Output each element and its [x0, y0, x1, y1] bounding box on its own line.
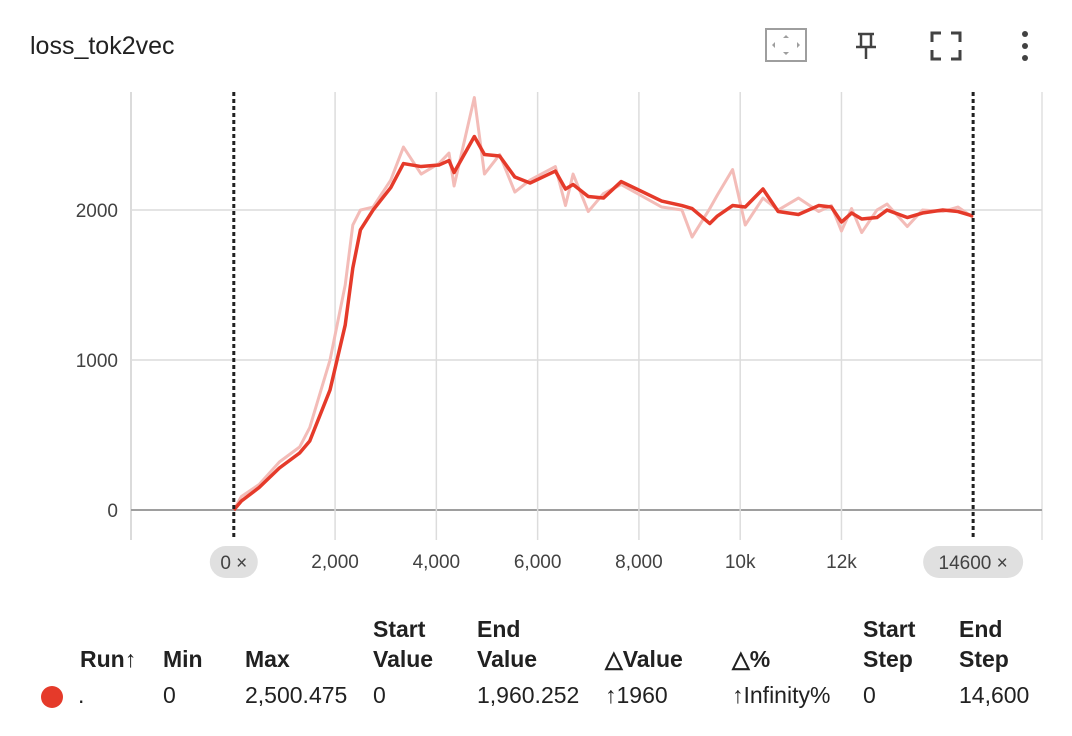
range-chip-label: 0 × — [220, 553, 247, 574]
y-tick-label: 0 — [107, 501, 118, 522]
data-table: Run↑ Min Max Start Value End Value △Value △% St… — [0, 600, 1072, 736]
table-cell: 2,500.475 — [245, 682, 348, 708]
y-tick-label: 1000 — [76, 351, 118, 372]
raw-line — [232, 96, 974, 511]
pin-button[interactable] — [856, 32, 876, 59]
column-header[interactable]: Max — [245, 646, 290, 672]
column-header[interactable]: Start Step — [863, 616, 916, 672]
column-header[interactable]: Start Value — [373, 616, 434, 672]
column-header[interactable]: Min — [163, 646, 203, 672]
smoothed-line — [232, 134, 974, 512]
range-chip[interactable] — [209, 546, 258, 578]
card-title: loss_tok2vec — [30, 32, 175, 60]
column-header[interactable]: △% — [732, 646, 771, 672]
table-cell: 1,960.252 — [477, 682, 580, 708]
table-cell: 14,600 — [959, 682, 1030, 708]
column-header[interactable]: End Step — [959, 616, 1009, 672]
x-tick-label: 12k — [826, 552, 857, 573]
column-header[interactable]: End Value — [477, 616, 538, 672]
chart-card: loss_tok2vec 0 1000 2000 2,000 4,000 6,000 8,0… — [30, 28, 1043, 578]
fit-domain-button[interactable] — [765, 28, 807, 62]
x-tick-label: 10k — [725, 552, 756, 573]
range-chip-label: 14600 × — [939, 553, 1008, 574]
table-cell: 0 — [163, 682, 176, 708]
table-cell: . — [78, 682, 85, 708]
table-cell: 0 — [863, 682, 876, 708]
more-menu-button[interactable] — [1022, 31, 1028, 61]
x-tick-label: 2,000 — [311, 552, 359, 573]
plot-lines — [232, 96, 974, 512]
table-cell: ↑Infinity% — [732, 682, 831, 708]
x-tick-label: 8,000 — [615, 552, 663, 573]
range-chip[interactable] — [923, 546, 1024, 578]
x-tick-label: 6,000 — [514, 552, 562, 573]
column-header[interactable]: △Value — [605, 646, 683, 672]
y-tick-label: 2000 — [76, 201, 118, 222]
x-tick-label: 4,000 — [413, 552, 461, 573]
table-cell: ↑1960 — [605, 682, 668, 708]
column-header[interactable]: Run↑ — [80, 646, 137, 672]
fullscreen-button[interactable] — [930, 31, 962, 61]
run-color-dot — [41, 686, 63, 708]
table-cell: 0 — [373, 682, 386, 708]
